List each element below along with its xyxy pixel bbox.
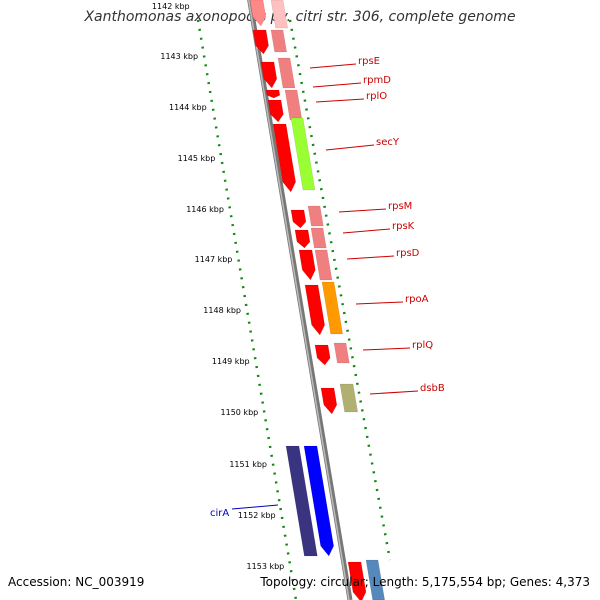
kbp-label: 1145 kbp — [178, 154, 216, 163]
gene-label-secY[interactable]: secY — [376, 137, 400, 148]
accession-text: Accession: NC_003919 — [8, 575, 145, 589]
gene-label-rpmD[interactable]: rpmD — [363, 75, 391, 86]
gene-box — [277, 57, 296, 89]
gene-box-rpoa — [321, 281, 343, 335]
backbone-highlight — [247, 0, 350, 600]
kbp-label: 1153 kbp — [247, 562, 285, 571]
gene-label-rpsE[interactable]: rpsE — [358, 56, 380, 67]
gene-box — [270, 29, 287, 53]
gene-box — [333, 342, 350, 364]
gene-box — [314, 249, 333, 281]
kbp-label: 1147 kbp — [195, 255, 233, 264]
gene-box-dsbb — [339, 383, 358, 413]
map-title: Xanthomonas axonopodis pv. citri str. 30… — [84, 9, 516, 25]
gene-arrow — [260, 61, 278, 89]
kbp-label: 1144 kbp — [169, 103, 207, 112]
backbone-bar — [247, 0, 353, 600]
gene-box — [284, 89, 303, 121]
gene-box — [365, 559, 385, 600]
ruler-right — [288, 19, 392, 561]
summary-text: Topology: circular; Length: 5,175,554 bp… — [260, 575, 590, 589]
gene-arrow — [298, 249, 316, 281]
leader-line — [342, 228, 391, 234]
gene-label-rpsK[interactable]: rpsK — [392, 221, 415, 232]
gene-arrow — [265, 89, 281, 99]
kbp-label: 1151 kbp — [229, 460, 267, 469]
leader-line — [369, 390, 419, 395]
leader-line — [312, 82, 362, 88]
kbp-label: 1152 kbp — [238, 511, 276, 520]
kbp-label: 1143 kbp — [160, 52, 198, 61]
kbp-label: 1150 kbp — [221, 408, 259, 417]
gene-arrow — [304, 284, 325, 336]
gene-label-rplQ[interactable]: rplQ — [412, 340, 433, 351]
leader-line — [315, 98, 365, 103]
gene-box — [307, 205, 324, 227]
gene-label-rpsD[interactable]: rpsD — [396, 248, 420, 259]
gene-box-cira — [285, 445, 318, 557]
leader-line — [231, 504, 279, 510]
leader-line — [355, 301, 404, 305]
gene-box — [270, 0, 288, 29]
gene-arrow — [347, 561, 367, 600]
gene-box-secy — [290, 117, 316, 191]
kbp-label: 1148 kbp — [203, 306, 241, 315]
gene-box — [310, 227, 327, 249]
gene-arrow — [320, 387, 338, 415]
gene-arrow — [252, 29, 269, 55]
gene-arrow — [294, 229, 311, 249]
gene-label-rplO[interactable]: rplO — [366, 91, 387, 102]
leader-line — [346, 255, 395, 260]
gene-arrow — [272, 123, 296, 193]
leader-line — [338, 208, 387, 213]
leader-line — [362, 347, 411, 351]
kbp-label: 1149 kbp — [212, 357, 250, 366]
gene-label-rpoA[interactable]: rpoA — [405, 294, 429, 305]
gene-label-rpsM[interactable]: rpsM — [388, 201, 412, 212]
gene-arrow — [249, 0, 267, 27]
kbp-label: 1146 kbp — [186, 205, 224, 214]
gene-label-cirA[interactable]: cirA — [210, 508, 229, 519]
gene-arrow — [290, 209, 307, 229]
leader-line — [325, 144, 375, 151]
gene-arrow — [267, 99, 284, 123]
kbp-label: 1142 kbp — [152, 2, 190, 11]
leader-line — [309, 63, 357, 69]
gene-label-dsbB[interactable]: dsbB — [420, 383, 445, 394]
gene-arrow-cira — [303, 445, 334, 557]
gene-arrow — [314, 344, 331, 366]
